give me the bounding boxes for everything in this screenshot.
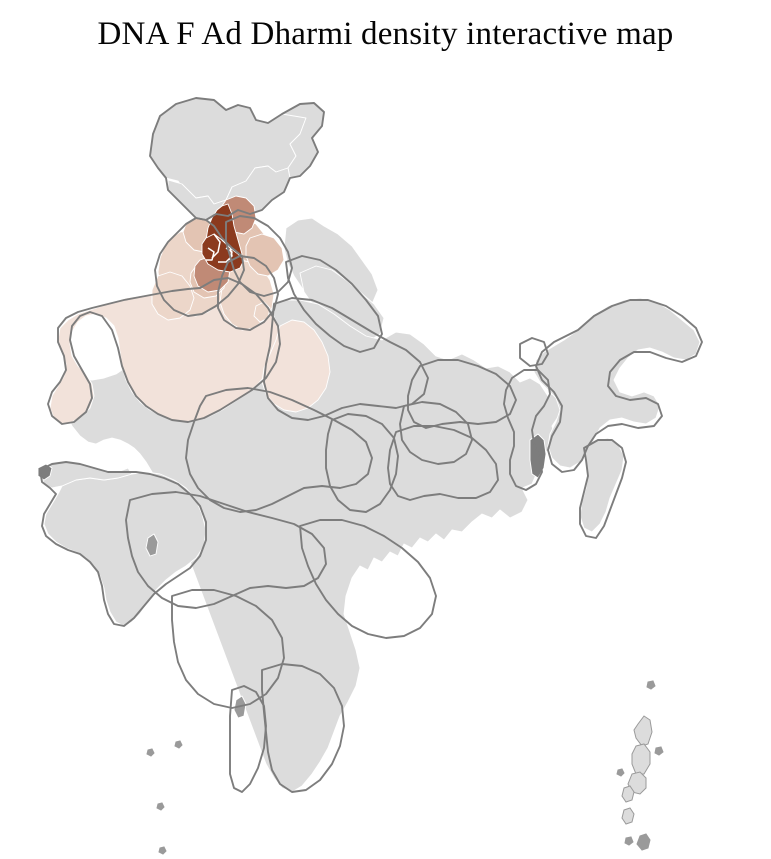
state-outline-uttarakhand bbox=[285, 255, 383, 353]
landmass-no-data[interactable] bbox=[37, 97, 701, 793]
island-nicobar-small-1[interactable] bbox=[646, 680, 656, 690]
island-lakshadweep-2[interactable] bbox=[174, 740, 183, 749]
island-south-andaman[interactable] bbox=[627, 771, 647, 795]
district-gujarat[interactable] bbox=[43, 471, 207, 627]
state-outline-jharkhand bbox=[399, 401, 473, 465]
state-outline-rajasthan bbox=[47, 277, 281, 425]
india-choropleth-map[interactable] bbox=[0, 48, 771, 859]
island-north-andaman[interactable] bbox=[633, 715, 653, 747]
island-nicobar-small-3[interactable] bbox=[616, 768, 625, 777]
island-nicobar-small-2[interactable] bbox=[654, 746, 664, 756]
district-hp-eastern[interactable] bbox=[245, 233, 285, 277]
state-outline-uttar-pradesh bbox=[263, 297, 429, 421]
india-map-svg[interactable] bbox=[0, 48, 771, 859]
page-title: DNA F Ad Dharmi density interactive map bbox=[97, 16, 674, 52]
region-very-high-density[interactable] bbox=[201, 203, 245, 273]
state-outline-karnataka bbox=[171, 589, 285, 709]
state-outline-madhya-pradesh bbox=[185, 387, 373, 513]
state-outline-himachal bbox=[225, 215, 293, 297]
coastal-shadow-konkan[interactable] bbox=[145, 533, 159, 557]
state-outline-odisha bbox=[387, 425, 499, 501]
state-outline-ne-southern bbox=[579, 439, 627, 539]
island-middle-andaman[interactable] bbox=[631, 743, 651, 775]
island-car-nicobar[interactable] bbox=[621, 807, 635, 825]
island-lakshadweep-3[interactable] bbox=[156, 802, 165, 811]
state-outline-punjab bbox=[154, 217, 245, 317]
state-boundaries bbox=[39, 97, 703, 793]
state-outline-telangana-andhra bbox=[299, 519, 437, 639]
district-north-east-india[interactable] bbox=[533, 297, 701, 469]
state-outline-maharashtra bbox=[125, 491, 327, 609]
state-outline-haryana bbox=[217, 255, 279, 331]
coastal-shadow-odisha[interactable] bbox=[529, 433, 547, 479]
island-great-nicobar[interactable] bbox=[636, 833, 651, 851]
highlight-inner-boundary-4 bbox=[206, 247, 215, 261]
island-lakshadweep-4[interactable] bbox=[158, 846, 167, 855]
state-outline-gujarat bbox=[39, 461, 207, 627]
island-lakshadweep-1[interactable] bbox=[146, 748, 155, 757]
island-little-andaman[interactable] bbox=[621, 785, 635, 803]
highlight-inner-boundary-1 bbox=[211, 233, 221, 259]
islands-group[interactable] bbox=[146, 680, 664, 855]
state-outline-bihar bbox=[407, 359, 517, 429]
state-outline-kerala bbox=[229, 685, 267, 793]
state-outline-jammu-kashmir bbox=[149, 97, 325, 221]
state-outline-assam-arunachal bbox=[535, 299, 703, 473]
island-nicobar-small-4[interactable] bbox=[624, 836, 634, 846]
state-outline-chhattisgarh bbox=[325, 413, 399, 513]
state-outline-sikkim bbox=[519, 337, 549, 367]
